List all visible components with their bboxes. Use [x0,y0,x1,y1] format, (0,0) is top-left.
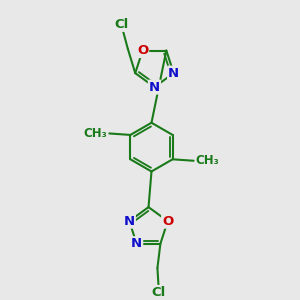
Text: O: O [137,44,148,57]
Text: O: O [162,214,173,228]
Text: CH₃: CH₃ [196,154,219,167]
Text: N: N [149,81,160,94]
Text: N: N [168,67,179,80]
Text: N: N [131,237,142,250]
Text: CH₃: CH₃ [84,127,107,140]
Text: Cl: Cl [152,286,166,299]
Text: N: N [124,214,135,228]
Text: Cl: Cl [114,18,128,31]
